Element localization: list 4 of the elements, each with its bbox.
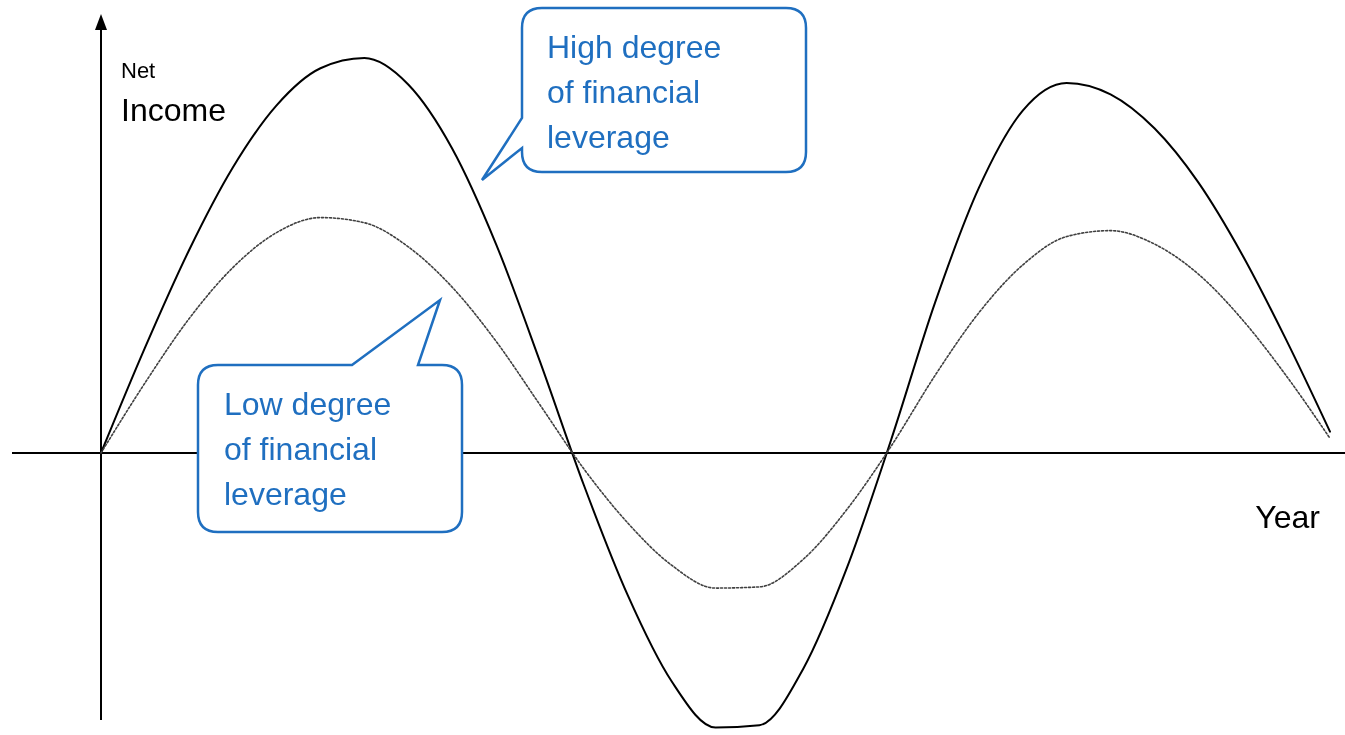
text: Low degree of financial leverage	[224, 386, 392, 512]
x-axis-title: Year	[1255, 499, 1321, 535]
y-axis-title: Net Income	[121, 58, 226, 128]
text: High degree of financial leverage	[547, 29, 722, 155]
